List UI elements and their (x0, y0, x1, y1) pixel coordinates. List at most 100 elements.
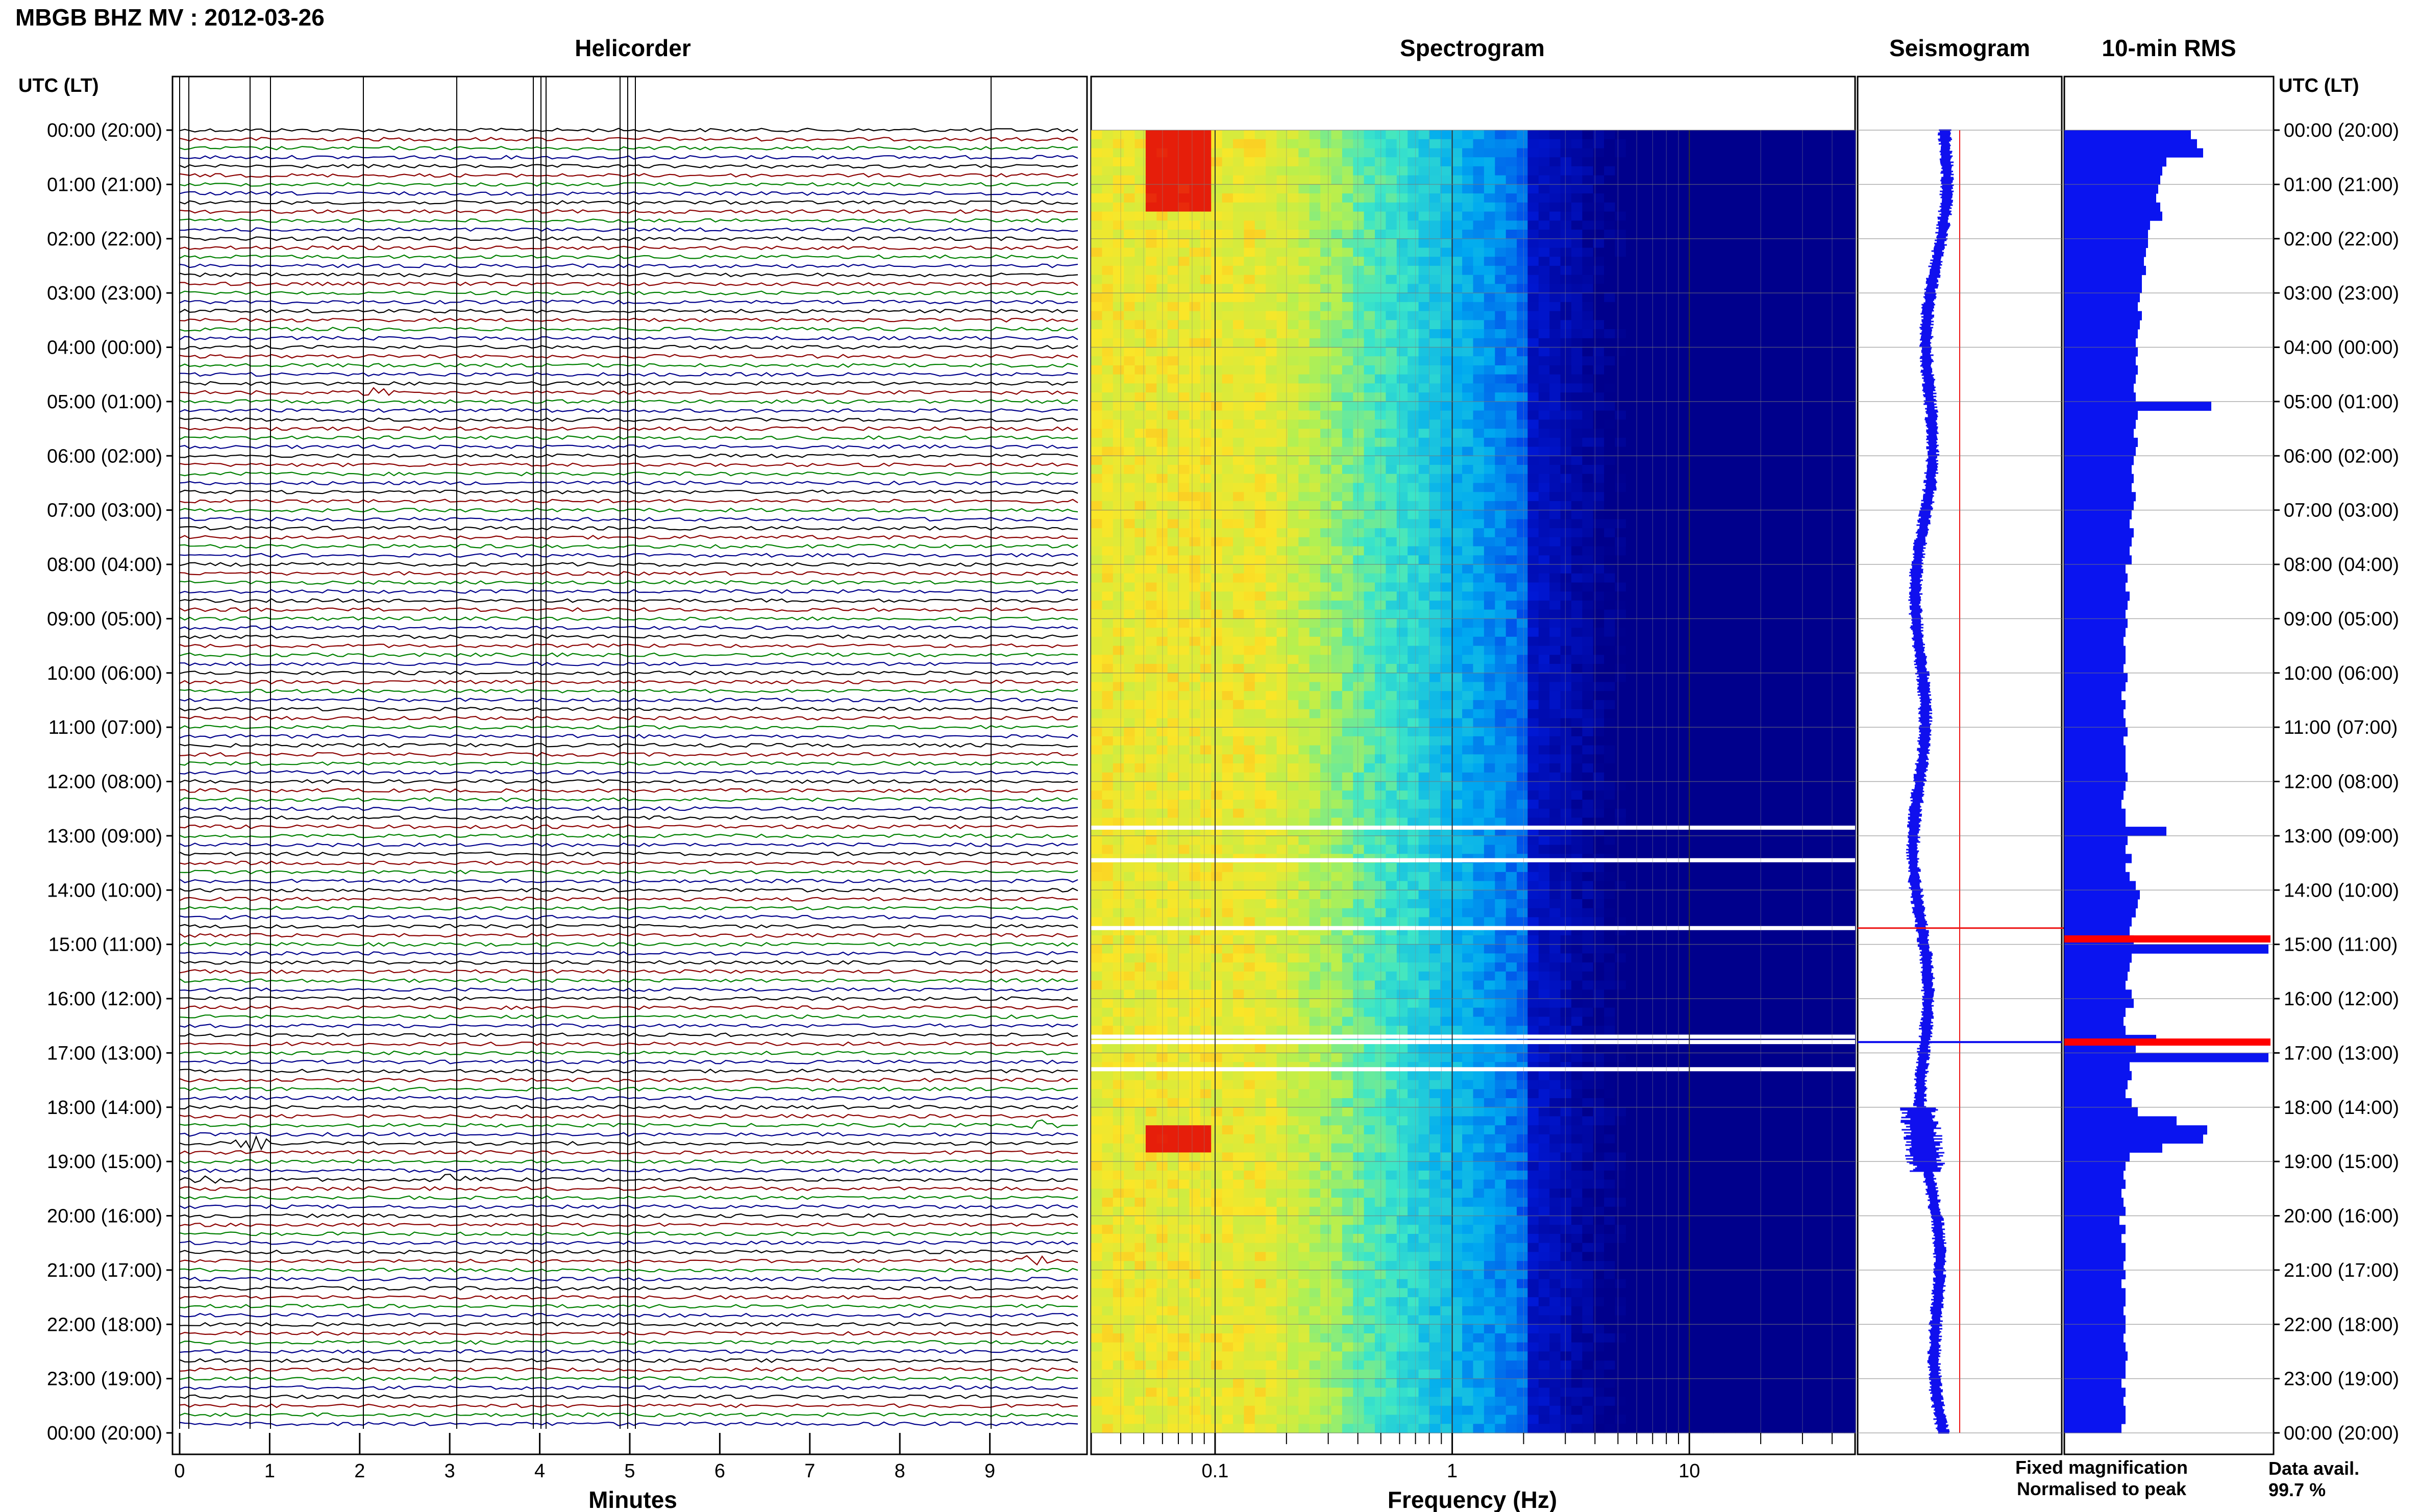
spectrogram-cell (1604, 293, 1616, 303)
spectrogram-cell (1822, 175, 1834, 185)
spectrogram-cell (1113, 247, 1125, 257)
helicorder-panel (171, 76, 1088, 1455)
spectrogram-cell (1386, 338, 1397, 348)
spectrogram-cell (1276, 275, 1288, 284)
spectrogram-cell (1637, 175, 1648, 185)
spectrogram-cell (1713, 628, 1725, 637)
spectrogram-cell (1320, 700, 1332, 710)
spectrogram-cell (1233, 374, 1245, 384)
spectrogram-cell (1287, 510, 1299, 519)
spectrogram-cell (1767, 564, 1780, 574)
spectrogram-cell (1767, 447, 1780, 456)
spectrogram-cell (1549, 600, 1561, 610)
spectrogram-cell (1625, 501, 1638, 511)
spectrogram-cell (1680, 275, 1692, 284)
spectrogram-cell (1560, 247, 1572, 257)
spectrogram-cell (1647, 311, 1660, 320)
spectrogram-cell (1298, 356, 1310, 366)
spectrogram-cell (1571, 374, 1583, 384)
spectrogram-cell (1702, 356, 1714, 366)
spectrogram-cell (1702, 157, 1714, 167)
spectrogram-cell (1353, 130, 1365, 140)
spectrogram-cell (1211, 437, 1223, 448)
spectrogram-cell (1211, 736, 1223, 746)
spectrogram-cell (1145, 492, 1157, 502)
spectrogram-cell (1691, 736, 1703, 746)
spectrogram-cell (1145, 682, 1157, 691)
spectrogram-cell (1637, 257, 1648, 266)
spectrogram-cell (1822, 247, 1834, 257)
spectrogram-cell (1604, 483, 1616, 492)
spectrogram-cell (1724, 257, 1736, 266)
spectrogram-cell (1713, 447, 1725, 456)
spectrogram-cell (1789, 691, 1801, 701)
spectrogram-cell (1615, 736, 1626, 746)
spectrogram-cell (1789, 139, 1801, 148)
spectrogram-cell (1844, 157, 1856, 167)
spectrogram-cell (1134, 609, 1146, 619)
spectrogram-cell (1266, 691, 1277, 701)
spectrogram-cell (1844, 356, 1856, 366)
spectrogram-cell (1680, 456, 1692, 465)
spectrogram-cell (1408, 700, 1419, 710)
spectrogram-cell (1735, 238, 1747, 249)
spectrogram-cell (1386, 474, 1397, 483)
spectrogram-cell (1659, 474, 1670, 483)
spectrogram-cell (1637, 284, 1648, 293)
spectrogram-cell (1113, 447, 1125, 456)
spectrogram-cell (1637, 519, 1648, 529)
spectrogram-cell (1822, 275, 1834, 284)
spectrogram-cell (1331, 383, 1343, 393)
spectrogram-cell (1429, 447, 1441, 456)
spectrogram-cell (1222, 573, 1233, 583)
spectrogram-cell (1287, 609, 1299, 619)
spectrogram-cell (1593, 175, 1605, 185)
spectrogram-cell (1254, 582, 1267, 592)
spectrogram-cell (1844, 365, 1856, 375)
spectrogram-cell (1189, 130, 1201, 140)
spectrogram-cell (1244, 338, 1255, 348)
spectrogram-cell (1244, 365, 1255, 375)
spectrogram-cell (1647, 664, 1660, 674)
spectrogram-cell (1484, 709, 1496, 718)
spectrogram-cell (1779, 655, 1790, 664)
spectrogram-cell (1669, 275, 1681, 284)
spectrogram-cell (1527, 664, 1539, 674)
spectrogram-cell (1582, 302, 1594, 312)
spectrogram-cell (1593, 609, 1605, 619)
spectrogram-cell (1647, 257, 1660, 266)
spectrogram-cell (1254, 157, 1267, 167)
spectrogram-cell (1767, 528, 1780, 538)
spectrogram-cell (1702, 519, 1714, 529)
spectrogram-cell (1647, 429, 1660, 438)
spectrogram-cell (1167, 618, 1179, 628)
spectrogram-cell (1702, 329, 1714, 339)
spectrogram-cell (1440, 329, 1452, 339)
spectrogram-cell (1353, 646, 1365, 655)
spectrogram-cell (1254, 600, 1267, 610)
spectrogram-cell (1527, 618, 1539, 628)
spectrogram-cell (1538, 718, 1550, 728)
helicorder-trace (179, 842, 1078, 848)
spectrogram-cell (1254, 555, 1267, 565)
spectrogram-cell (1440, 609, 1452, 619)
spectrogram-cell (1647, 691, 1660, 701)
spectrogram-cell (1822, 374, 1834, 384)
spectrogram-cell (1320, 157, 1332, 167)
spectrogram-cell (1429, 636, 1441, 647)
spectrogram-cell (1691, 193, 1703, 203)
spectrogram-cell (1287, 365, 1299, 375)
spectrogram-cell (1517, 338, 1528, 348)
spectrogram-cell (1124, 139, 1136, 148)
helicorder-trace (179, 200, 1078, 205)
spectrogram-cell (1353, 465, 1365, 475)
spectrogram-cell (1124, 700, 1136, 710)
spectrogram-cell (1244, 356, 1255, 366)
spectrogram-cell (1527, 745, 1539, 755)
spectrogram-cell (1625, 564, 1638, 574)
spectrogram-cell (1309, 691, 1321, 701)
spectrogram-cell (1517, 582, 1528, 592)
spectrogram-cell (1451, 636, 1463, 647)
spectrogram-cell (1538, 709, 1550, 718)
spectrogram-cell (1779, 609, 1790, 619)
